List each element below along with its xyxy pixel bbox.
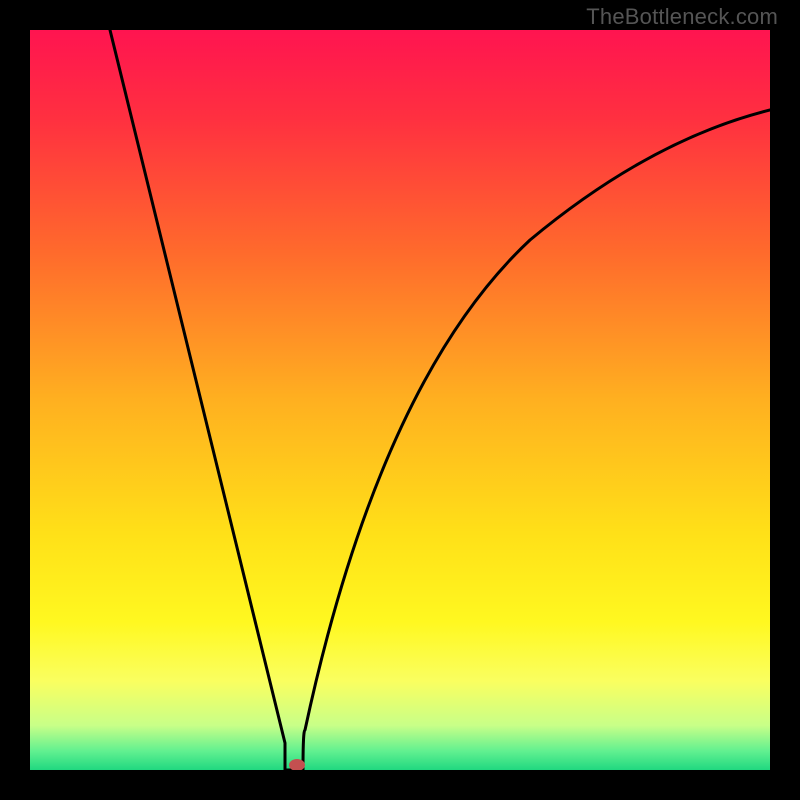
chart-frame: TheBottleneck.com xyxy=(0,0,800,800)
optimal-point-marker xyxy=(289,759,305,771)
watermark-text: TheBottleneck.com xyxy=(586,4,778,30)
bottleneck-chart xyxy=(0,0,800,800)
plot-background xyxy=(30,30,770,770)
